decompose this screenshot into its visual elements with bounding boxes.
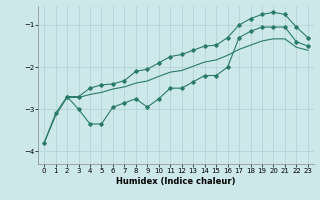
X-axis label: Humidex (Indice chaleur): Humidex (Indice chaleur)	[116, 177, 236, 186]
